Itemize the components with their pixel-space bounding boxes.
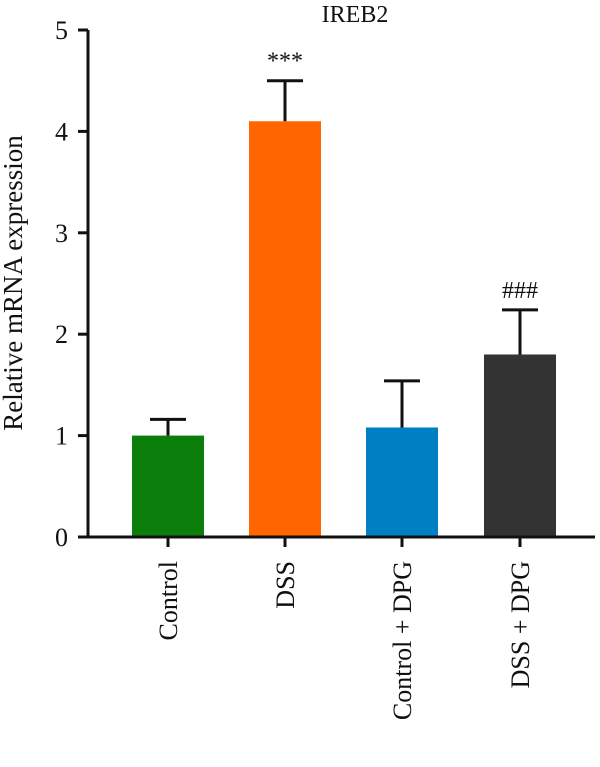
category-label: DSS <box>271 561 300 609</box>
y-tick-label: 1 <box>55 422 68 451</box>
x-axis-ticks <box>166 537 522 547</box>
y-axis-label: Relative mRNA expression <box>0 135 28 431</box>
y-tick-label: 4 <box>55 117 68 146</box>
category-labels: Control DSS Control + DPG DSS + DPG <box>154 561 535 720</box>
category-label: Control <box>154 561 183 640</box>
bar-dss <box>249 121 321 537</box>
bar-dss-dpg <box>484 354 556 537</box>
category-label: DSS + DPG <box>506 561 535 688</box>
bars <box>132 121 556 537</box>
y-tick-label: 2 <box>55 320 68 349</box>
y-axis-ticks: 0 1 2 3 4 5 <box>55 16 88 552</box>
y-tick-label: 5 <box>55 16 68 45</box>
y-tick-label: 0 <box>55 523 68 552</box>
significance-label: *** <box>267 49 303 75</box>
significance-label: ### <box>502 278 538 304</box>
y-tick-label: 3 <box>55 219 68 248</box>
category-label: Control + DPG <box>388 561 417 720</box>
chart-title: IREB2 <box>322 2 389 28</box>
bar-control-dpg <box>366 427 438 537</box>
significance-labels: *** ### <box>267 49 538 304</box>
error-bars <box>150 79 538 436</box>
bar-control <box>132 435 204 537</box>
